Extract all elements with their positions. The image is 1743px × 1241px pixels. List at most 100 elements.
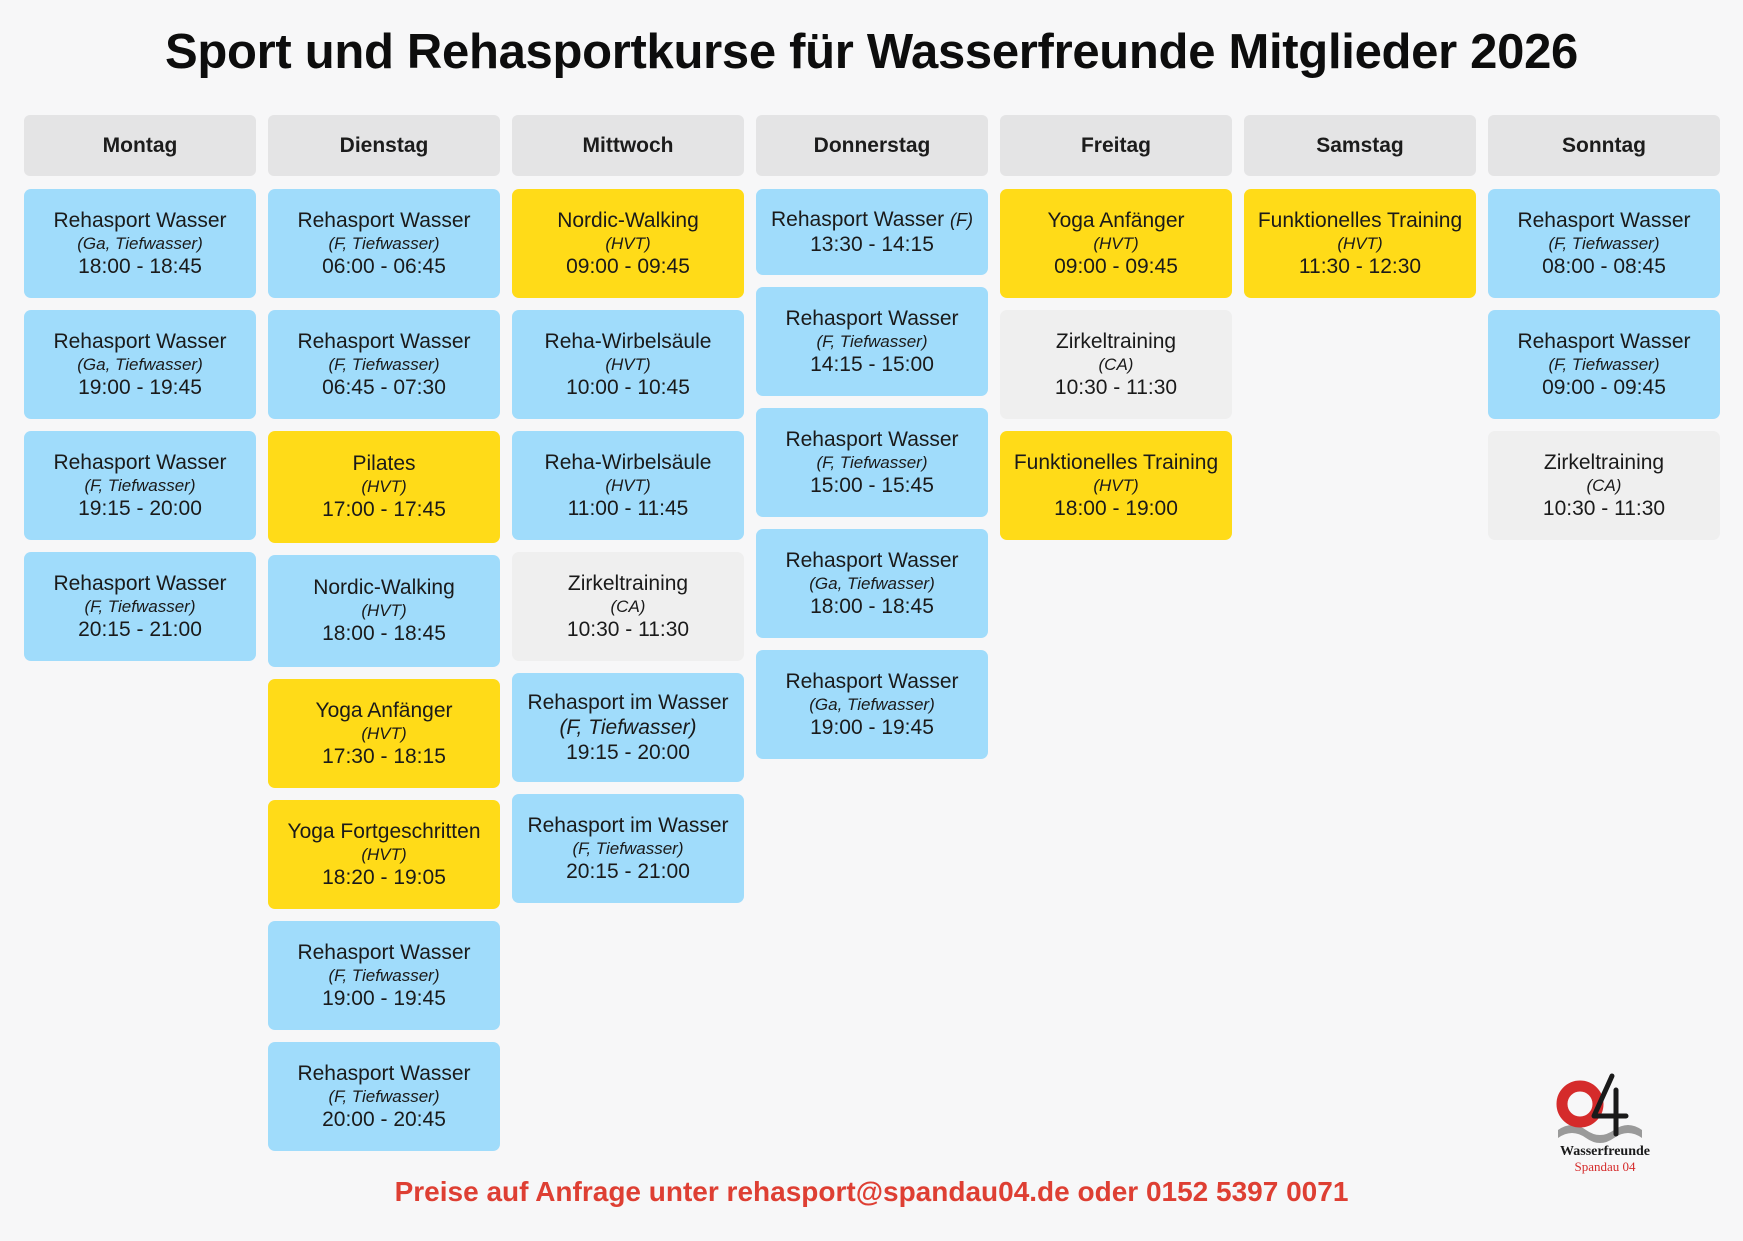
course-time: 20:15 - 21:00 (566, 859, 690, 883)
course-time: 19:00 - 19:45 (78, 375, 202, 399)
course-time: 11:00 - 11:45 (567, 496, 689, 520)
course-time: 06:45 - 07:30 (322, 375, 446, 399)
course-time: 10:30 - 11:30 (1542, 496, 1666, 520)
course-location: (Ga, Tiefwasser) (809, 694, 935, 714)
course-name: Rehasport Wasser (297, 941, 470, 965)
course-name-text: Rehasport Wasser (785, 669, 959, 693)
course-time: 19:00 - 19:45 (322, 986, 446, 1010)
course-time: 18:00 - 19:00 (1054, 496, 1178, 520)
day-column-donnerstag: Donnerstag Rehasport Wasser (F) 13:30 - 14… (756, 115, 988, 771)
course-location: (HVT) (361, 601, 407, 620)
course-card: Zirkeltraining (CA) 10:30 - 11:30 (1000, 310, 1232, 419)
course-name-text: Rehasport Wasser (297, 208, 471, 232)
course-location: (F, Tiefwasser) (1548, 354, 1660, 374)
course-card: Rehasport Wasser (F, Tiefwasser) 06:00 - 0… (268, 189, 500, 298)
course-location: (HVT) (361, 477, 407, 496)
course-name-text: Rehasport Wasser (771, 207, 945, 231)
course-card: Yoga Anfänger (HVT) 17:30 - 18:15 (268, 679, 500, 788)
footer-contact: Preise auf Anfrage unter rehasport@spand… (394, 1176, 1349, 1207)
course-time: 13:30 - 14:15 (810, 232, 934, 256)
course-card: Rehasport Wasser (F, Tiefwasser) 20:15 - 2… (24, 552, 256, 661)
course-name-text: Reha-Wirbelsäule (544, 450, 712, 474)
course-name-text: Rehasport Wasser (785, 548, 959, 572)
course-list: Rehasport Wasser (F, Tiefwasser) 08:00 - 0… (1488, 189, 1720, 540)
course-location: (HVT) (605, 233, 651, 253)
course-name: Nordic-Walking (313, 576, 455, 600)
course-time: 17:30 - 18:15 (322, 744, 446, 768)
course-name-text: Rehasport Wasser (785, 306, 959, 330)
course-name: Yoga Anfänger (1047, 209, 1184, 233)
course-time: 15:00 - 15:45 (810, 473, 934, 497)
course-name-text: Reha-Wirbelsäule (544, 329, 712, 353)
course-list: Rehasport Wasser (F, Tiefwasser) 06:00 - 0… (268, 189, 500, 1151)
course-name: Zirkeltraining (1544, 451, 1664, 475)
day-column-dienstag: Dienstag Rehasport Wasser (F, Tiefwasser) 0… (268, 115, 500, 1163)
course-time: 18:00 - 18:45 (322, 622, 446, 645)
course-card: Nordic-Walking (HVT) 18:00 - 18:45 (268, 555, 500, 667)
course-name-text: Rehasport Wasser (53, 450, 227, 474)
course-name: Rehasport Wasser (53, 451, 226, 475)
course-location: (F, Tiefwasser) (84, 596, 196, 616)
course-name: Funktionelles Training (1014, 451, 1218, 475)
course-time: 11:30 - 12:30 (1298, 254, 1422, 278)
course-location: (HVT) (605, 354, 651, 374)
course-card: Zirkeltraining (CA) 10:30 - 11:30 (512, 552, 744, 661)
course-location: (CA) (1586, 475, 1622, 495)
course-location: (F, Tiefwasser) (328, 233, 440, 253)
course-name-text: Zirkeltraining (567, 571, 689, 595)
course-name: Rehasport Wasser (1517, 330, 1690, 354)
course-list: Rehasport Wasser (F) 13:30 - 14:15 Rehaspo… (756, 189, 988, 759)
course-name-text: Rehasport Wasser (297, 1061, 471, 1085)
course-card: Yoga Anfänger (HVT) 09:00 - 09:45 (1000, 189, 1232, 298)
course-time: 19:15 - 20:00 (78, 496, 202, 520)
course-list: Funktionelles Training (HVT) 11:30 - 12:30 (1244, 189, 1476, 298)
course-card: Rehasport Wasser (Ga, Tiefwasser) 19:00 - … (756, 650, 988, 759)
course-name-text: Rehasport Wasser (297, 940, 471, 964)
course-time: 10:30 - 11:30 (1054, 375, 1178, 399)
course-time: 09:00 - 09:45 (1054, 254, 1178, 278)
course-name-text: Rehasport Wasser (53, 329, 227, 353)
course-time: 18:00 - 18:45 (810, 594, 934, 618)
course-name: Reha-Wirbelsäule (545, 330, 712, 354)
course-time: 14:15 - 15:00 (810, 352, 934, 376)
course-card: Funktionelles Training (HVT) 18:00 - 19:00 (1000, 431, 1232, 540)
course-name: Rehasport Wasser (53, 209, 226, 233)
course-name-text: Zirkeltraining (1055, 329, 1177, 353)
course-time: 20:15 - 21:00 (78, 617, 202, 641)
course-name: Nordic-Walking (557, 209, 699, 233)
course-name-text: Yoga Anfänger (315, 698, 453, 722)
course-list: Yoga Anfänger (HVT) 09:00 - 09:45 Zirkeltra… (1000, 189, 1232, 540)
course-card: Rehasport Wasser (Ga, Tiefwasser) 18:00 - … (24, 189, 256, 298)
course-location: (F, Tiefwasser) (84, 475, 196, 495)
course-location: (HVT) (361, 723, 407, 743)
course-location: (HVT) (1093, 475, 1139, 495)
course-name-text: Nordic-Walking (313, 576, 455, 599)
course-card: Rehasport Wasser (F) 13:30 - 14:15 (756, 189, 988, 275)
course-name-text: Funktionelles Training (1013, 450, 1219, 474)
club-logo: Wasserfreunde Spandau 04 (1550, 1072, 1660, 1174)
course-name-text: Rehasport im Wasser (527, 813, 729, 837)
course-name-text: Rehasport im Wasser (527, 690, 729, 714)
day-column-montag: Montag Rehasport Wasser (Ga, Tiefwasser) 18… (24, 115, 256, 673)
course-name: Rehasport Wasser (785, 428, 958, 452)
day-column-freitag: Freitag Yoga Anfänger (HVT) 09:00 - 09:45 Zi… (1000, 115, 1232, 552)
day-header: Mittwoch (512, 115, 744, 176)
day-column-samstag: Samstag Funktionelles Training (HVT) 11:30 … (1244, 115, 1476, 310)
course-time: 10:30 - 11:30 (566, 617, 690, 641)
course-name: Rehasport Wasser (785, 549, 958, 573)
course-card: Rehasport Wasser (F, Tiefwasser) 19:00 - 1… (268, 921, 500, 1030)
day-header: Sonntag (1488, 115, 1720, 176)
course-card: Rehasport Wasser (F, Tiefwasser) 15:00 - 1… (756, 408, 988, 517)
course-name: Rehasport Wasser (785, 670, 958, 694)
course-location: (Ga, Tiefwasser) (77, 354, 203, 374)
course-time: 08:00 - 08:45 (1542, 254, 1666, 278)
course-card: Rehasport im Wasser (F, Tiefwasser) 19:15 … (512, 673, 744, 782)
course-card: Rehasport Wasser (F, Tiefwasser) 06:45 - 0… (268, 310, 500, 419)
course-card: Reha-Wirbelsäule (HVT) 11:00 - 11:45 (512, 431, 744, 540)
course-name: Funktionelles Training (1258, 209, 1462, 233)
course-card: Nordic-Walking (HVT) 09:00 - 09:45 (512, 189, 744, 298)
course-time: 10:00 - 10:45 (566, 375, 690, 399)
course-name-text: Nordic-Walking (557, 208, 699, 232)
course-location: (F, Tiefwasser) (328, 965, 440, 985)
course-location: (F, Tiefwasser) (328, 354, 440, 374)
